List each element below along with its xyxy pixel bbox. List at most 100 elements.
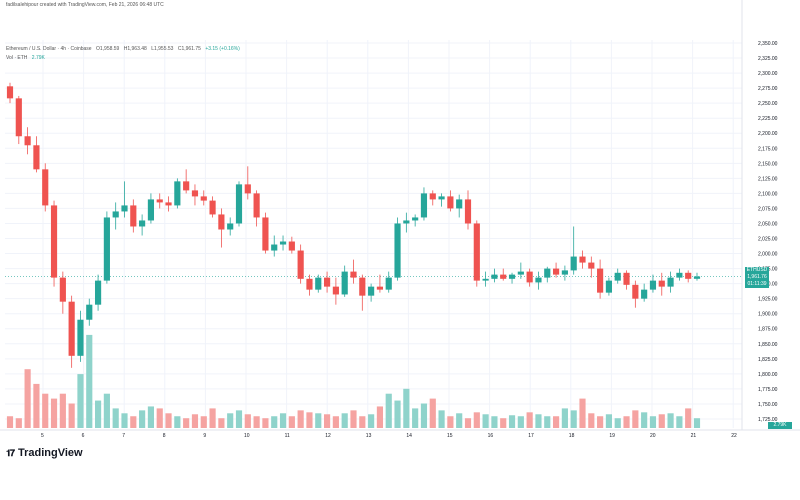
candle-body (218, 214, 225, 230)
volume-bar (685, 408, 692, 428)
volume-bar (376, 406, 384, 428)
candle-body (570, 256, 577, 271)
candle-body (597, 268, 604, 293)
current-price-tag: ETHUSD 1,961.76 01:11:39 (745, 267, 769, 288)
candle-body (561, 270, 568, 275)
y-tick-label: 2,250.00 (758, 101, 778, 107)
y-tick-label: 2,025.00 (758, 237, 778, 243)
volume-bar (156, 408, 163, 428)
candle-body (86, 304, 93, 320)
volume-bar (165, 413, 172, 428)
symbol-name: Ethereum / U.S. Dollar · 4h · Coinbase (6, 46, 92, 52)
y-tick-label: 1,925.00 (758, 297, 778, 303)
candle-body (464, 199, 472, 224)
candle-body (253, 193, 260, 218)
candle-body (165, 202, 172, 206)
volume-bar (227, 413, 234, 428)
volume-bar (429, 398, 436, 428)
volume-bar (42, 393, 49, 428)
volume-tag: 2.79K (768, 422, 792, 429)
candle-body (332, 286, 339, 295)
x-tick-label: 9 (203, 433, 206, 439)
volume-bar (262, 418, 269, 428)
volume-bar (59, 393, 66, 428)
candle-body (456, 199, 463, 209)
candle-body (24, 136, 31, 146)
tradingview-logo-icon: 𝟏𝟕 (6, 447, 15, 458)
x-tick-label: 19 (609, 433, 615, 439)
volume-bar (209, 408, 216, 428)
volume-bar (544, 416, 551, 428)
volume-bar (288, 416, 295, 428)
candle-body (517, 271, 524, 275)
y-tick-label: 2,175.00 (758, 146, 778, 152)
ohlc-close: C1,961.75 (177, 46, 201, 52)
volume-bar (279, 413, 287, 428)
x-tick-label: 6 (82, 433, 85, 439)
volume-bar (77, 374, 84, 428)
y-tick-label: 2,050.00 (758, 221, 778, 227)
volume-bar (147, 406, 155, 428)
volume-bar (588, 413, 595, 428)
volume-bar (68, 403, 75, 428)
candle-body (552, 268, 560, 275)
y-tick-label: 2,225.00 (758, 116, 778, 122)
volume-bar (50, 398, 58, 428)
candle-body (112, 211, 119, 218)
volume-bar (464, 418, 472, 428)
x-tick-label: 12 (325, 433, 331, 439)
volume-bar (94, 400, 102, 428)
candle-body (209, 200, 216, 215)
candle-body (491, 274, 498, 279)
candle-body (588, 262, 595, 269)
x-tick-label: 18 (569, 433, 575, 439)
candle-body (641, 289, 648, 299)
x-tick-label: 7 (122, 433, 125, 439)
y-tick-label: 1,775.00 (758, 387, 778, 393)
candle-body (306, 278, 313, 290)
volume-bar (235, 410, 243, 428)
volume-bar (297, 410, 304, 428)
candle-body (244, 184, 251, 194)
volume-bar (438, 410, 445, 428)
volume-legend: Vol · ETH 2.79K (6, 55, 48, 61)
volume-bar (86, 334, 93, 428)
y-tick-label: 1,825.00 (758, 357, 778, 363)
volume-bar (394, 400, 401, 428)
candle-body (297, 250, 304, 279)
volume-bar (517, 416, 524, 428)
candle-body (191, 190, 199, 197)
volume-bar (508, 415, 516, 428)
candle-body (262, 217, 269, 251)
candle-body (385, 277, 392, 290)
volume-bar (174, 416, 181, 428)
volume-bar (183, 418, 190, 428)
candle-body (394, 223, 401, 278)
candle-body (156, 199, 163, 203)
volume-bar (526, 412, 533, 428)
candle-body (323, 277, 331, 287)
candle-body (412, 217, 419, 221)
volume-bar (447, 416, 454, 428)
volume-bar (693, 418, 701, 428)
y-tick-label: 1,850.00 (758, 342, 778, 348)
volume-bar (130, 416, 137, 428)
credit-line: fadilsalehipour created with TradingView… (6, 2, 167, 8)
candle-body (183, 181, 190, 191)
y-tick-label: 2,275.00 (758, 86, 778, 92)
candle-body (685, 272, 692, 279)
candle-body (6, 86, 14, 99)
volume-bar (570, 410, 577, 428)
candle-body (623, 272, 630, 285)
x-tick-label: 8 (163, 433, 166, 439)
x-tick-label: 22 (731, 433, 737, 439)
y-tick-label: 2,000.00 (758, 252, 778, 258)
candle-body (103, 217, 110, 281)
candle-body (526, 271, 533, 283)
volume-bar (218, 418, 225, 428)
x-tick-label: 20 (650, 433, 656, 439)
candle-body (482, 278, 489, 281)
price-tag-price: 1,961.76 (747, 274, 767, 280)
tradingview-logo: 𝟏𝟕 TradingView (6, 447, 83, 459)
y-tick-label: 2,325.00 (758, 56, 778, 62)
